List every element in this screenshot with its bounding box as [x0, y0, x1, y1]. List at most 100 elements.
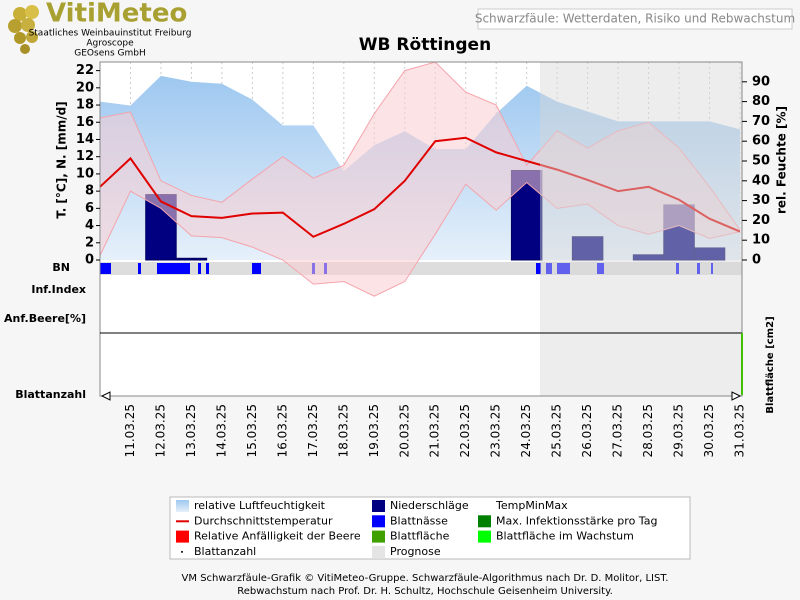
x-tick-label: 31.03.25 [733, 404, 747, 457]
y-tick-label: 14 [76, 132, 94, 147]
org-name: GEOsens GmbH [74, 49, 145, 59]
row-label: Inf.Index [31, 283, 86, 296]
precip-bar [175, 257, 208, 261]
org-name: Staatliches Weinbauinstitut Freiburg [29, 29, 192, 39]
leaf-wetness [711, 263, 713, 274]
y2-tick-label: 10 [752, 233, 770, 248]
x-tick-label: 21.03.25 [428, 404, 442, 457]
leaf-wetness [157, 263, 190, 274]
legend-swatch [372, 530, 385, 543]
y2-tick-label: 40 [752, 173, 770, 188]
x-tick-label: 29.03.25 [672, 404, 686, 457]
leaf-wetness [536, 263, 541, 274]
logo-text: VitiMeteo [46, 0, 187, 29]
legend-label: Prognose [390, 545, 441, 558]
leaf-wetness [676, 263, 679, 274]
legend-label: Blattnässe [390, 514, 448, 527]
x-tick-label: 22.03.25 [458, 404, 472, 457]
temp-min [99, 181, 741, 297]
y-tick-label: 16 [76, 115, 94, 130]
temp-mean [99, 136, 741, 238]
y3-axis-label: Blattfläche [cm2] [765, 316, 776, 413]
legend-label: Relative Anfälligkeit der Beere [194, 530, 361, 543]
x-tick-label: 17.03.25 [306, 404, 320, 457]
x-tick-label: 28.03.25 [641, 404, 655, 457]
legend-label: relative Luftfeuchtigkeit [194, 499, 326, 512]
row-label: BN [52, 261, 70, 274]
y-tick-label: 0 [85, 253, 94, 268]
leaf-wetness [557, 263, 570, 274]
legend-swatch [372, 500, 385, 512]
y2-axis-label: rel. Feuchte [%] [775, 106, 789, 214]
y-tick-label: 22 [76, 63, 94, 78]
leaf-wetness [206, 263, 209, 274]
x-tick-label: 14.03.25 [214, 404, 228, 457]
y-tick-label: 12 [76, 149, 94, 164]
y-tick-label: 6 [85, 201, 94, 216]
y-tick-label: 8 [85, 184, 94, 199]
legend-label: Max. Infektionsstärke pro Tag [496, 514, 657, 527]
x-tick-label: 13.03.25 [184, 404, 198, 457]
legend-swatch [478, 515, 491, 528]
precip-bar [693, 247, 726, 261]
precip-bar [571, 236, 604, 261]
legend-box [169, 496, 691, 560]
x-tick-label: 26.03.25 [580, 404, 594, 457]
row-label: Anf.Beere[%] [4, 312, 86, 325]
chart-title: WB Röttingen [359, 35, 491, 55]
legend-swatch [176, 500, 189, 512]
leaf-wetness [546, 263, 552, 274]
y2-tick-label: 60 [752, 134, 770, 149]
subtitle: Schwarzfäule: Wetterdaten, Risiko und Re… [475, 12, 795, 26]
legend-swatch [372, 545, 385, 558]
temp-max [99, 61, 741, 231]
x-tick-label: 11.03.25 [123, 404, 137, 457]
legend-label: Blattfläche [390, 530, 450, 543]
y-tick-label: 10 [76, 166, 94, 181]
y2-tick-label: 30 [752, 193, 770, 208]
y2-tick-label: 70 [752, 114, 770, 129]
x-tick-label: 30.03.25 [702, 404, 716, 457]
plot [99, 61, 742, 297]
legend-label: TempMinMax [495, 499, 568, 512]
legend: relative Luftfeuchtigkeit Niederschläge Te… [176, 499, 657, 558]
legend-swatch [478, 530, 491, 543]
y2-tick-label: 20 [752, 213, 770, 228]
leaf-wetness [100, 263, 111, 274]
subtitle-box [477, 8, 793, 30]
legend-label: Niederschläge [390, 499, 469, 512]
footer: VM Schwarzfäule-Grafik © VitiMeteo-Grupp… [182, 573, 669, 584]
x-tick-label: 24.03.25 [519, 404, 533, 457]
x-tick-label: 19.03.25 [367, 404, 381, 457]
logo-grapes [8, 5, 39, 54]
legend-swatch [372, 515, 385, 528]
legend-label: Blattanzahl [194, 545, 256, 558]
y-tick-label: 4 [85, 218, 94, 233]
y-tick-label: 2 [85, 235, 94, 250]
legend-label: Blattfläche im Wachstum [496, 530, 634, 543]
footer: Rebwachstum nach Prof. Dr. H. Schultz, H… [237, 586, 613, 597]
row-label: Blattanzahl [15, 388, 86, 401]
y2-tick-label: 50 [752, 154, 770, 169]
forecast-shade [540, 62, 742, 396]
org-name: Agroscope [86, 39, 134, 49]
x-tick-label: 25.03.25 [550, 404, 564, 457]
leaf-wetness [697, 263, 700, 274]
x-tick-label: 23.03.25 [489, 404, 503, 457]
y2-tick-label: 80 [752, 94, 770, 109]
x-tick-label: 15.03.25 [245, 404, 259, 457]
x-tick-label: 12.03.25 [153, 404, 167, 457]
y-axis-label: T. [°C], N. [mm/d] [55, 101, 69, 218]
frame [99, 61, 743, 401]
y2-tick-label: 0 [752, 253, 761, 268]
legend-swatch [181, 550, 183, 553]
leaf-wetness [597, 263, 604, 274]
x-tick-label: 18.03.25 [336, 404, 350, 457]
leaf-wetness [138, 263, 141, 274]
y-tick-label: 20 [76, 80, 94, 95]
leaf-wetness [252, 263, 261, 274]
legend-label: Durchschnittstemperatur [194, 514, 333, 527]
y-tick-label: 18 [76, 98, 94, 113]
x-tick-label: 27.03.25 [611, 404, 625, 457]
y2-tick-label: 90 [752, 74, 770, 89]
